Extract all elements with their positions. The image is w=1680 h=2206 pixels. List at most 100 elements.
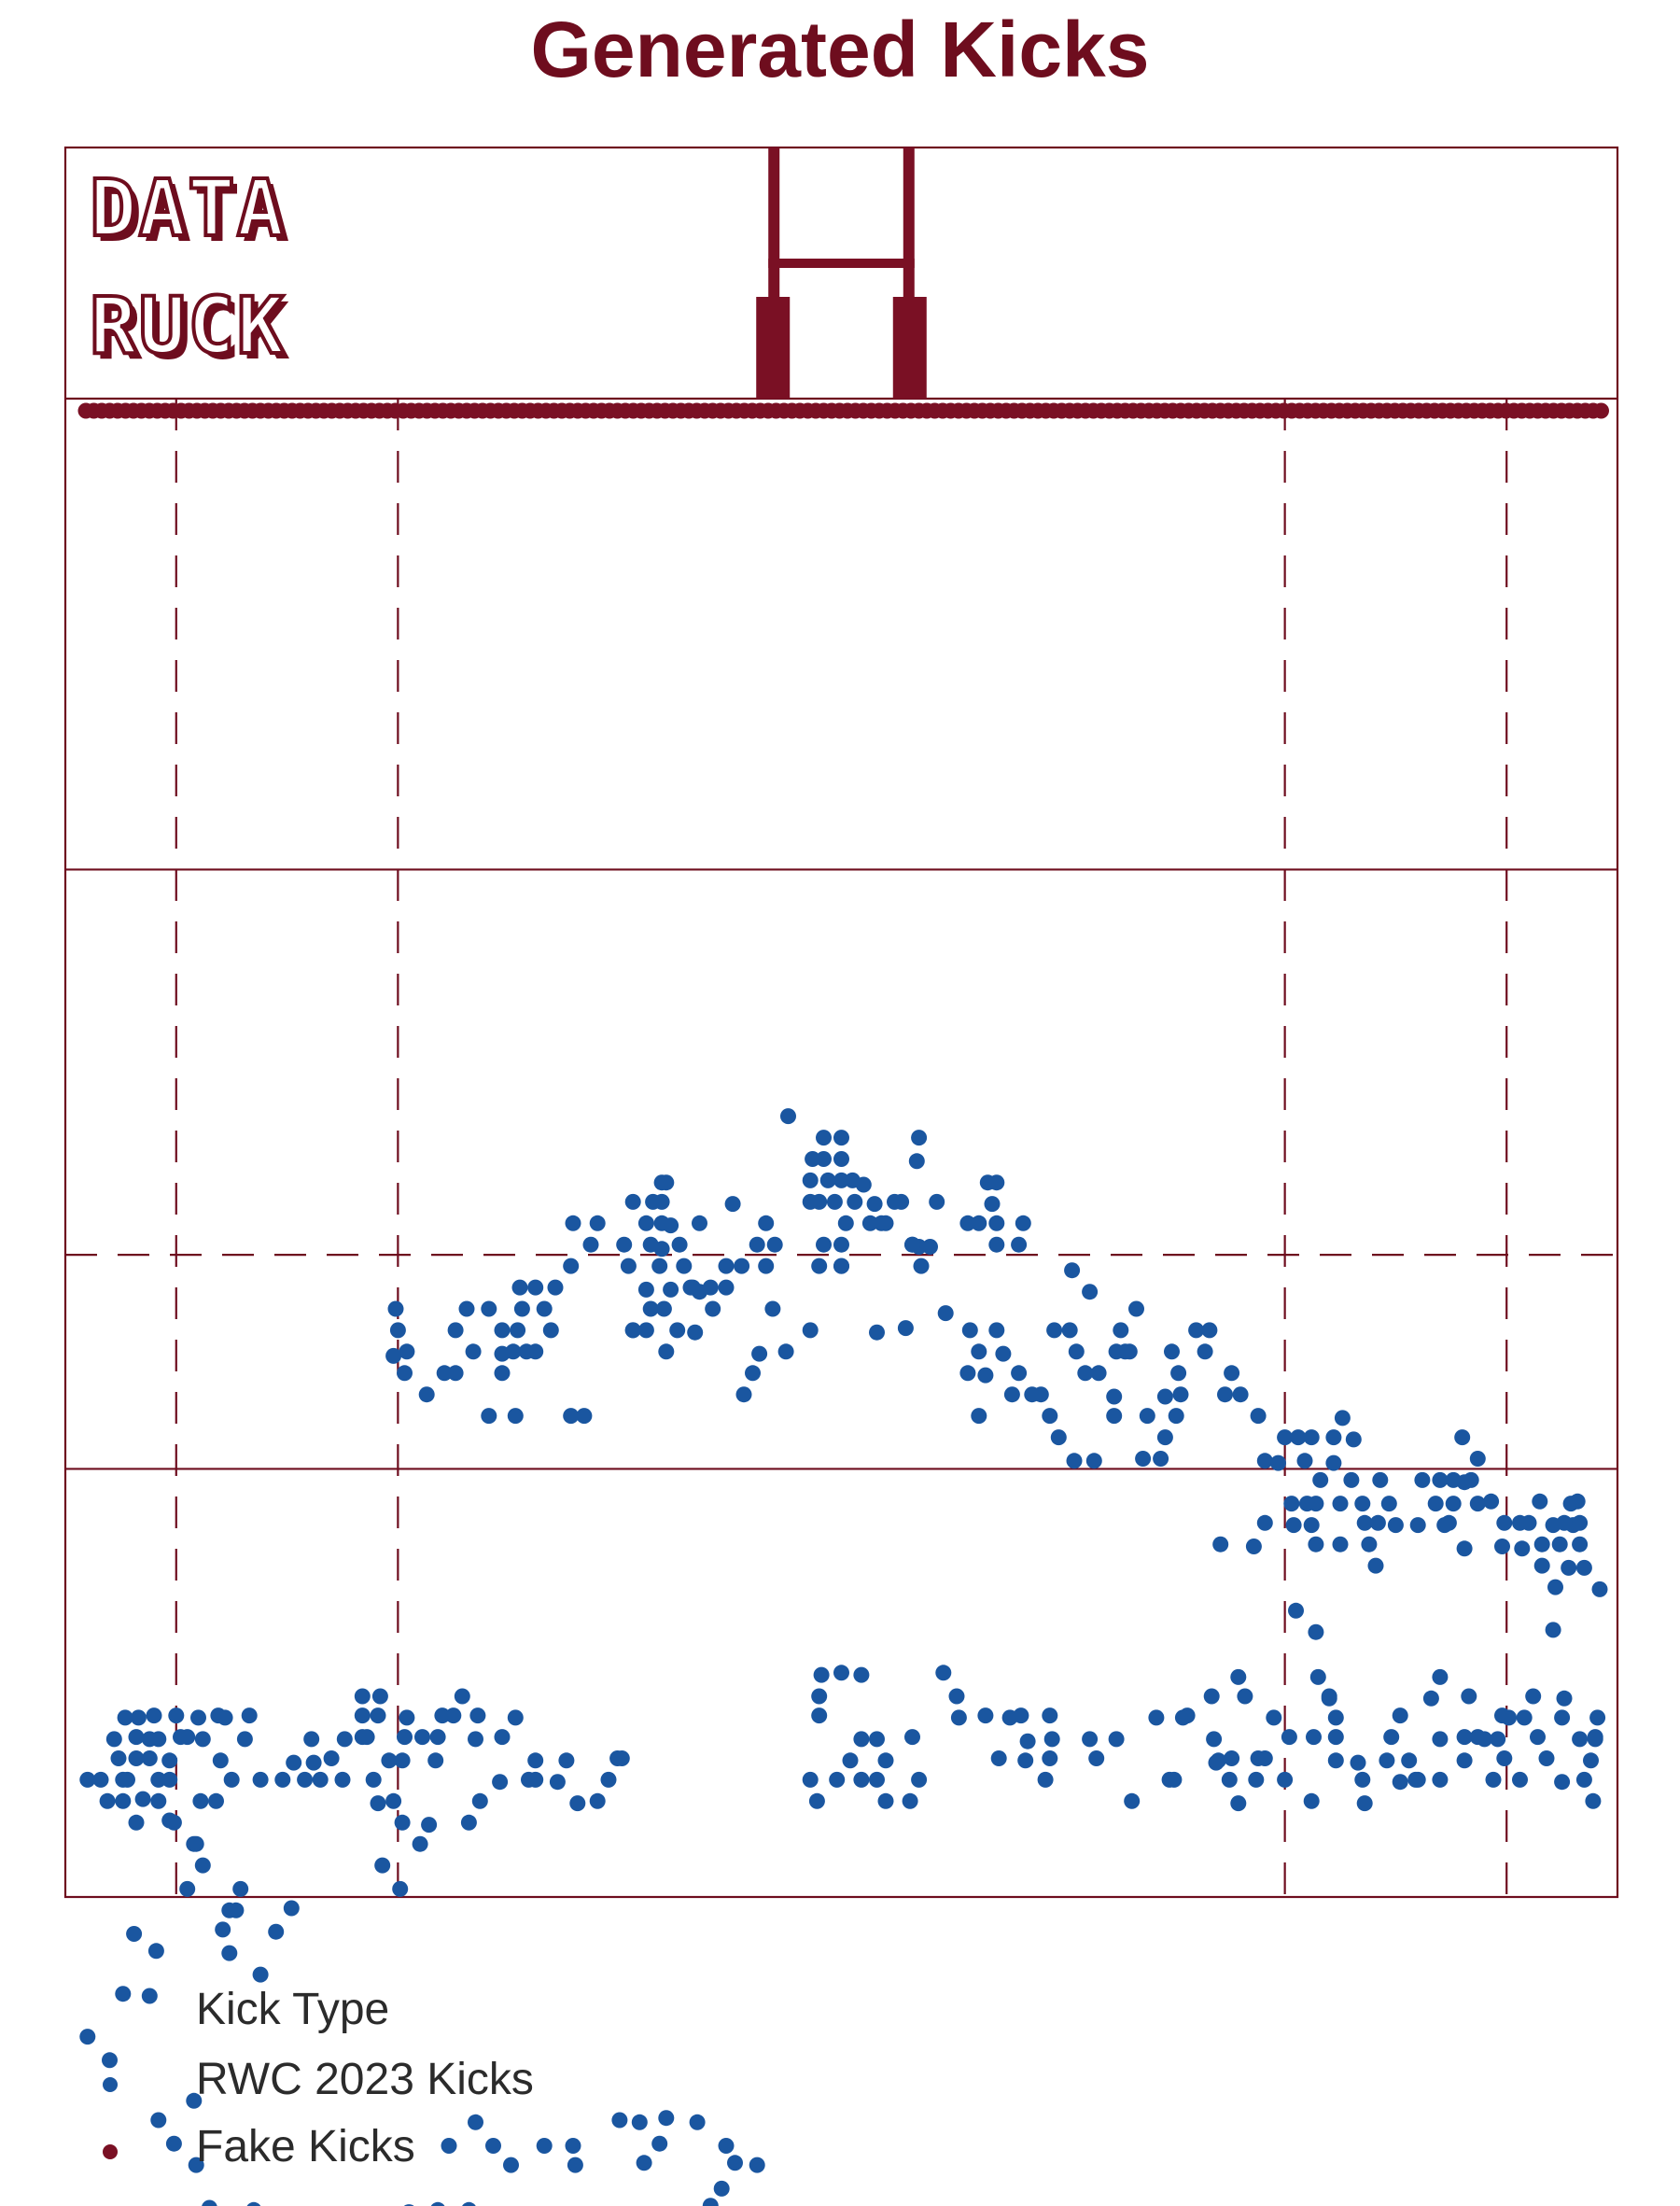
rwc-kick-point: [869, 1731, 885, 1748]
legend-marker-fake: [103, 2144, 118, 2159]
rwc-kick-point: [869, 1771, 885, 1788]
rwc-kick-point: [669, 1322, 686, 1339]
rwc-kick-point: [816, 1130, 832, 1146]
rwc-kick-point: [1496, 1514, 1513, 1531]
rwc-kick-point: [1556, 1690, 1573, 1707]
rwc-kick-point: [833, 1130, 849, 1146]
rwc-kick-point: [110, 1750, 127, 1766]
rwc-kick-point: [441, 2138, 457, 2154]
rwc-kick-point: [764, 1300, 781, 1317]
rwc-kick-point: [1042, 1707, 1058, 1724]
rwc-kick-point: [1017, 1752, 1034, 1769]
rwc-kick-point: [684, 1279, 701, 1296]
rwc-kick-point: [511, 1279, 528, 1296]
rwc-kick-point: [1345, 1431, 1362, 1448]
rwc-kick-point: [1583, 1752, 1599, 1769]
rwc-kick-point: [536, 1300, 553, 1317]
rwc-kick-point: [354, 1707, 371, 1724]
rwc-kick-point: [853, 1731, 870, 1748]
rwc-kick-point: [1440, 1514, 1457, 1531]
rwc-kick-point: [1514, 1540, 1531, 1557]
rwc-kick-point: [1224, 1750, 1240, 1766]
fake-kick-point: [1593, 402, 1609, 419]
rwc-kick-point: [582, 1236, 599, 1253]
rwc-kick-point: [485, 2138, 501, 2154]
rwc-kick-point: [1203, 1688, 1220, 1705]
rwc-kick-point: [445, 1707, 462, 1724]
rwc-kick-point: [494, 1729, 511, 1746]
rwc-kick-point: [1217, 1386, 1233, 1403]
rwc-kick-point: [971, 1343, 987, 1360]
rwc-kick-point: [1414, 1471, 1431, 1488]
rwc-kick-point: [365, 1771, 382, 1788]
rwc-kick-point: [115, 1771, 132, 1788]
rwc-kick-point: [1174, 1709, 1191, 1726]
rwc-kick-point: [1456, 1474, 1473, 1491]
rwc-kick-point: [1019, 1733, 1036, 1749]
fake-kicks-series: [77, 402, 1609, 419]
rwc-kick-point: [194, 1857, 211, 1874]
rwc-kick-point: [358, 1729, 375, 1746]
rwc-kick-point: [252, 1771, 269, 1788]
rwc-kick-point: [1085, 1453, 1102, 1469]
rwc-kick-point: [1494, 1539, 1510, 1554]
rwc-kick-point: [1042, 1408, 1058, 1425]
rwc-kick-point: [734, 1258, 750, 1274]
legend-label-fake: Fake Kicks: [196, 2122, 415, 2171]
rwc-kick-point: [802, 1172, 819, 1188]
rwc-kick-point: [1156, 1429, 1173, 1446]
rwc-kick-point: [507, 1709, 524, 1726]
rwc-kick-point: [150, 1771, 167, 1788]
logo-line2: RUCK: [90, 280, 286, 372]
rwc-kick-point: [1401, 1752, 1418, 1769]
rwc-kick-point: [494, 1365, 511, 1382]
rwc-kick-point: [988, 1174, 1005, 1191]
rwc-kick-point: [217, 1709, 233, 1726]
rwc-kick-point: [565, 2138, 581, 2154]
rwc-kick-point: [1011, 1365, 1028, 1382]
rwc-kick-point: [589, 1215, 606, 1231]
rwc-kick-point: [1108, 1731, 1125, 1748]
rwc-kick-point: [1325, 1429, 1342, 1446]
rwc-kick-point: [563, 1408, 580, 1425]
rwc-kicks-series: [79, 1108, 1608, 2206]
rwc-kick-point: [1046, 1322, 1063, 1339]
rwc-kick-point: [902, 1792, 918, 1809]
rwc-kick-point: [645, 1193, 662, 1210]
rwc-kick-point: [1106, 1388, 1123, 1405]
rwc-kick-point: [1554, 1709, 1571, 1726]
rwc-kick-point: [1303, 1792, 1320, 1809]
rwc-kick-point: [79, 1771, 96, 1788]
rwc-kick-point: [959, 1215, 976, 1231]
rwc-kick-point: [658, 1343, 675, 1360]
rwc-kick-point: [853, 1771, 870, 1788]
rwc-kick-point: [959, 1365, 976, 1382]
logo-line1: DATA: [90, 162, 286, 254]
rwc-kick-point: [1306, 1729, 1322, 1746]
rwc-kick-point: [1356, 1514, 1373, 1531]
rwc-kick-point: [1237, 1688, 1253, 1705]
rwc-kick-point: [436, 1365, 453, 1382]
rwc-kick-point: [620, 1258, 637, 1274]
rwc-kick-point: [780, 1108, 796, 1125]
rwc-kick-point: [427, 1752, 444, 1769]
rwc-kick-point: [458, 1300, 475, 1317]
rwc-kick-point: [724, 1196, 741, 1213]
rwc-kick-point: [1309, 1668, 1326, 1685]
rwc-kick-point: [624, 1322, 641, 1339]
rwc-kick-point: [642, 1300, 659, 1317]
rwc-kick-point: [334, 1771, 351, 1788]
rwc-kick-point: [718, 1258, 735, 1274]
rwc-kick-point: [1409, 1517, 1426, 1534]
rwc-kick-point: [1135, 1451, 1152, 1467]
rwc-kick-point: [1533, 1557, 1550, 1574]
rwc-kick-point: [1188, 1322, 1205, 1339]
rwc-kick-point: [283, 1900, 300, 1917]
rwc-kick-point: [811, 1688, 828, 1705]
rwc-kick-point: [1432, 1471, 1449, 1488]
rwc-kick-point: [286, 1754, 302, 1771]
rwc-kick-point: [808, 1792, 825, 1809]
rwc-kick-point: [844, 1172, 861, 1188]
rwc-kick-point: [758, 1258, 775, 1274]
rwc-kick-point: [460, 1814, 477, 1831]
